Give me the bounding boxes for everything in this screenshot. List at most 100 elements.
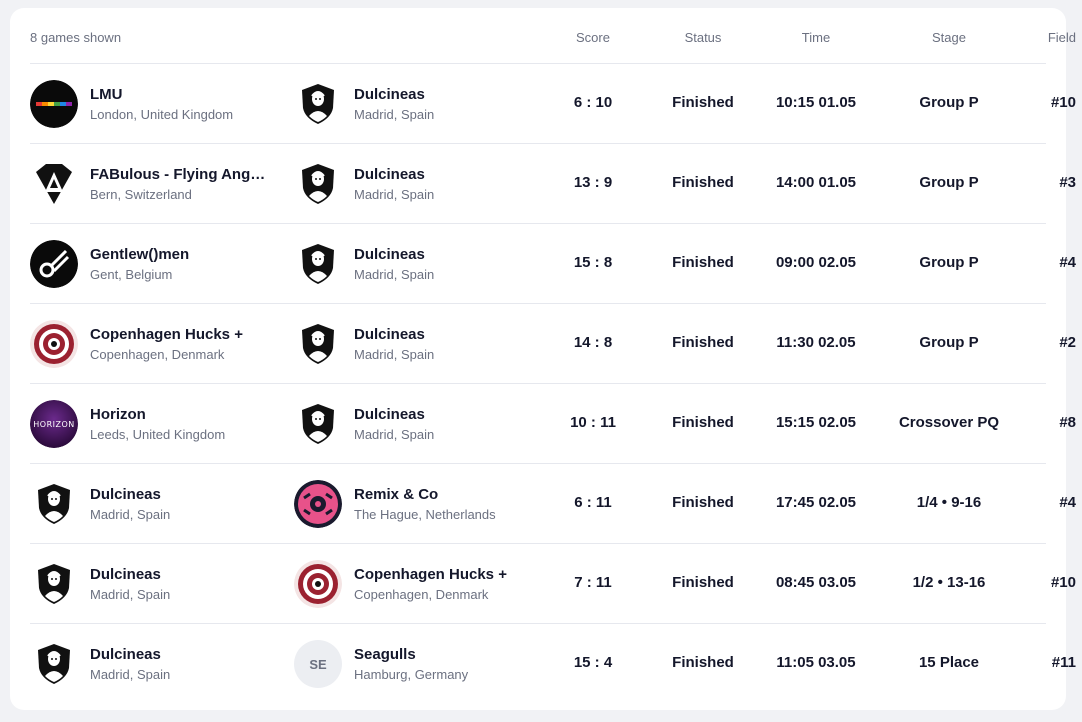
- team-name[interactable]: Dulcineas: [354, 86, 425, 103]
- game-time: 11:30 02.05: [776, 334, 856, 351]
- away-team[interactable]: Dulcineas Madrid, Spain: [294, 400, 544, 448]
- away-team[interactable]: Copenhagen Hucks + Copenhagen, Denmark: [294, 560, 544, 608]
- svg-text:HORIZON: HORIZON: [33, 420, 75, 429]
- team-name[interactable]: Remix & Co: [354, 486, 439, 503]
- game-field: #4: [1059, 254, 1076, 271]
- seagulls-initials-icon: SE: [294, 640, 342, 688]
- home-team[interactable]: Dulcineas Madrid, Spain: [30, 640, 280, 688]
- home-team[interactable]: Gentlew()men Gent, Belgium: [30, 240, 280, 288]
- team-city: Madrid, Spain: [354, 267, 435, 282]
- game-stage: 1/2 • 13-16: [912, 574, 986, 591]
- dulcineas-logo-icon: [294, 240, 342, 288]
- status-column-header: Status: [684, 30, 722, 45]
- team-city: The Hague, Netherlands: [354, 507, 496, 522]
- team-info: Dulcineas Madrid, Spain: [354, 406, 434, 442]
- game-field: #11: [1051, 654, 1076, 671]
- game-row[interactable]: Dulcineas Madrid, Spain Copenhagen Hucks +…: [30, 544, 1076, 624]
- team-name[interactable]: Copenhagen Hucks +: [90, 326, 243, 343]
- game-stage: Group P: [919, 254, 979, 271]
- team-name[interactable]: Dulcineas: [90, 486, 161, 503]
- game-status: Finished: [672, 254, 734, 271]
- team-info: Dulcineas Madrid, Spain: [90, 486, 170, 522]
- team-name[interactable]: Copenhagen Hucks +: [354, 566, 507, 583]
- team-city: Madrid, Spain: [354, 427, 435, 442]
- game-time: 08:45 03.05: [775, 574, 857, 591]
- lmu-logo-icon: [30, 80, 78, 128]
- game-row[interactable]: LMU London, United Kingdom Dulcineas Madrid…: [30, 64, 1076, 144]
- game-row[interactable]: Dulcineas Madrid, Spain Remix & Co The Hagu…: [30, 464, 1076, 544]
- team-city: Bern, Switzerland: [90, 187, 192, 202]
- team-info: Dulcineas Madrid, Spain: [90, 566, 170, 602]
- game-row[interactable]: Gentlew()men Gent, Belgium Dulcineas Madrid…: [30, 224, 1076, 304]
- game-status: Finished: [672, 174, 734, 191]
- home-team[interactable]: HORIZON Horizon Leeds, United Kingdom: [30, 400, 280, 448]
- team-name[interactable]: Dulcineas: [354, 246, 425, 263]
- dulcineas-logo-icon: [294, 80, 342, 128]
- team-name[interactable]: Dulcineas: [90, 646, 161, 663]
- team-info: Horizon Leeds, United Kingdom: [90, 406, 225, 442]
- team-city: London, United Kingdom: [90, 107, 234, 122]
- away-team[interactable]: Dulcineas Madrid, Spain: [294, 240, 544, 288]
- game-score: 7 : 11: [574, 574, 612, 591]
- team-city: Madrid, Spain: [90, 507, 171, 522]
- game-score: 10 : 11: [570, 414, 616, 431]
- game-stage: Group P: [919, 174, 979, 191]
- table-header: 8 games shown Score Status Time Stage Fi…: [30, 8, 1076, 64]
- dulcineas-logo-icon: [294, 320, 342, 368]
- game-stage: 15 Place: [918, 654, 980, 671]
- game-field: #2: [1059, 334, 1076, 351]
- game-row[interactable]: HORIZON Horizon Leeds, United Kingdom Dulci…: [30, 384, 1076, 464]
- team-name[interactable]: Dulcineas: [354, 166, 425, 183]
- copenhagen-hucks-logo-icon: [294, 560, 342, 608]
- game-time: 11:05 03.05: [776, 654, 856, 671]
- game-row[interactable]: Dulcineas Madrid, Spain SE Seagulls Hamburg,…: [30, 624, 1076, 704]
- dulcineas-logo-icon: [294, 400, 342, 448]
- home-team[interactable]: FABulous - Flying Angel… Bern, Switzerlan…: [30, 160, 280, 208]
- away-team[interactable]: SE Seagulls Hamburg, Germany: [294, 640, 544, 688]
- game-status: Finished: [672, 574, 734, 591]
- home-team[interactable]: Copenhagen Hucks + Copenhagen, Denmark: [30, 320, 280, 368]
- team-name[interactable]: Dulcineas: [90, 566, 161, 583]
- team-info: Copenhagen Hucks + Copenhagen, Denmark: [354, 566, 507, 602]
- away-team[interactable]: Remix & Co The Hague, Netherlands: [294, 480, 544, 528]
- fabulous-logo-icon: [30, 160, 78, 208]
- team-city: Madrid, Spain: [90, 587, 171, 602]
- home-team[interactable]: Dulcineas Madrid, Spain: [30, 560, 280, 608]
- game-status: Finished: [672, 654, 734, 671]
- home-team[interactable]: LMU London, United Kingdom: [30, 80, 280, 128]
- game-score: 15 : 4: [573, 654, 613, 671]
- game-score: 6 : 11: [574, 494, 612, 511]
- games-count: 8 games shown: [30, 30, 122, 45]
- away-team[interactable]: Dulcineas Madrid, Spain: [294, 80, 544, 128]
- game-row[interactable]: FABulous - Flying Angel… Bern, Switzerlan…: [30, 144, 1076, 224]
- game-field: #8: [1059, 414, 1076, 431]
- team-name[interactable]: LMU: [90, 86, 123, 103]
- team-name[interactable]: Horizon: [90, 406, 146, 423]
- game-field: #4: [1059, 494, 1076, 511]
- team-info: LMU London, United Kingdom: [90, 86, 233, 122]
- team-name[interactable]: FABulous - Flying Angel…: [90, 166, 270, 183]
- time-column-header: Time: [801, 30, 831, 45]
- team-info: Copenhagen Hucks + Copenhagen, Denmark: [90, 326, 243, 362]
- team-info: Dulcineas Madrid, Spain: [354, 326, 434, 362]
- team-info: Dulcineas Madrid, Spain: [354, 166, 434, 202]
- team-name[interactable]: Dulcineas: [354, 406, 425, 423]
- copenhagen-hucks-logo-icon: [30, 320, 78, 368]
- dulcineas-logo-icon: [30, 480, 78, 528]
- team-name[interactable]: Seagulls: [354, 646, 416, 663]
- team-name[interactable]: Dulcineas: [354, 326, 425, 343]
- games-card: 8 games shown Score Status Time Stage Fi…: [10, 8, 1076, 710]
- away-team[interactable]: Dulcineas Madrid, Spain: [294, 160, 544, 208]
- home-team[interactable]: Dulcineas Madrid, Spain: [30, 480, 280, 528]
- game-field: #10: [1050, 574, 1076, 591]
- away-team[interactable]: Dulcineas Madrid, Spain: [294, 320, 544, 368]
- team-city: Gent, Belgium: [90, 267, 173, 282]
- game-row[interactable]: Copenhagen Hucks + Copenhagen, Denmark Dul…: [30, 304, 1076, 384]
- team-name[interactable]: Gentlew()men: [90, 246, 190, 263]
- game-time: 09:00 02.05: [775, 254, 857, 271]
- game-time: 15:15 02.05: [775, 414, 857, 431]
- field-column-header: Field: [1047, 30, 1076, 45]
- game-field: #3: [1059, 174, 1076, 191]
- game-status: Finished: [672, 334, 734, 351]
- stage-column-header: Stage: [932, 30, 966, 45]
